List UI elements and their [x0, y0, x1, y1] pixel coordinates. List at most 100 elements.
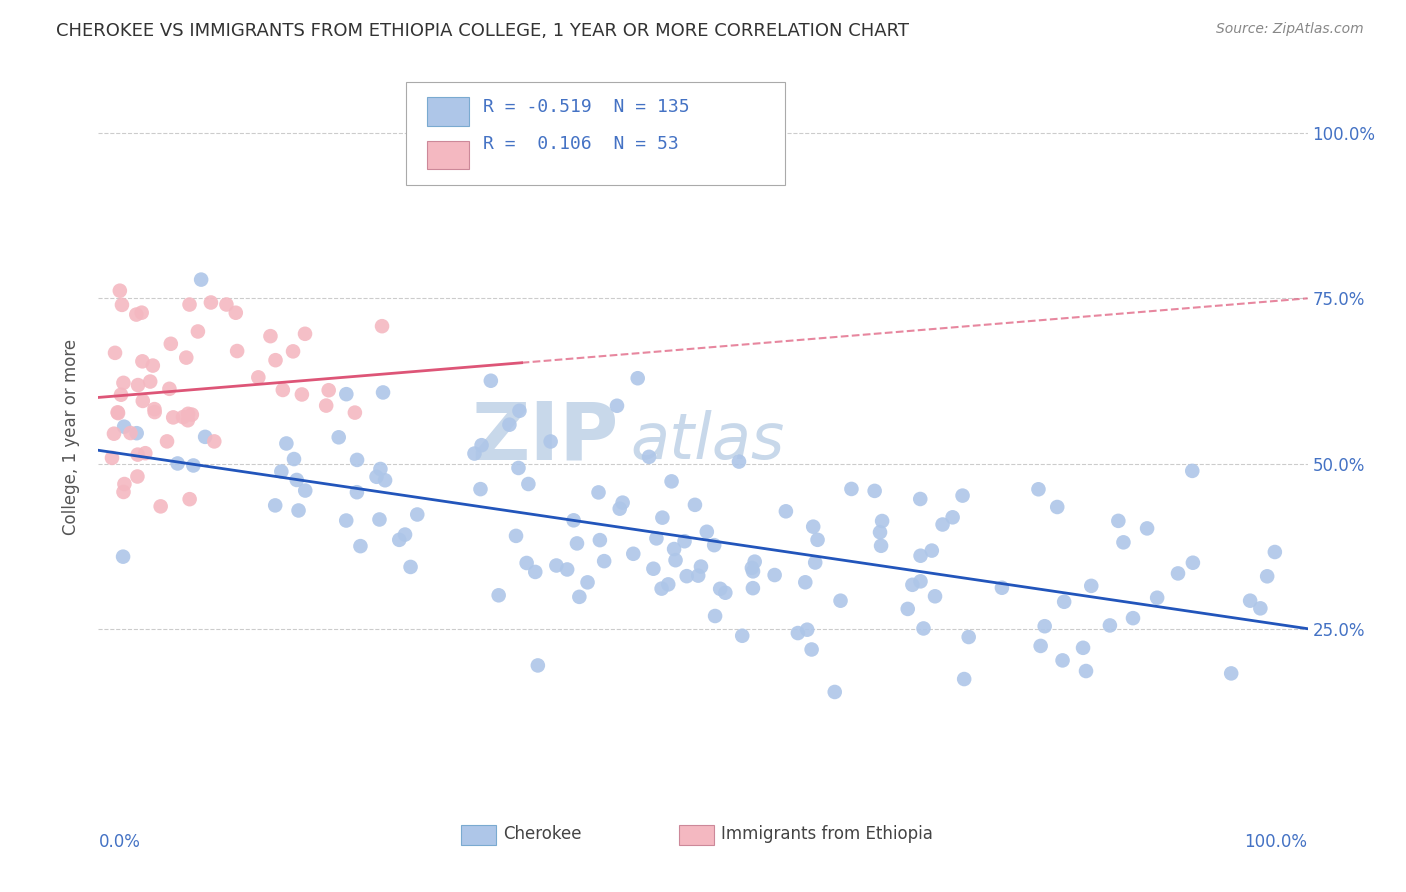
Point — [593, 554, 616, 568]
Point — [953, 672, 976, 686]
Point — [101, 450, 124, 465]
Point — [103, 426, 125, 441]
Point — [921, 543, 943, 558]
Point — [139, 375, 162, 389]
Point — [1249, 601, 1271, 615]
Point — [786, 626, 808, 640]
Point — [271, 383, 294, 397]
Point — [194, 430, 217, 444]
Point — [294, 483, 316, 498]
Point — [107, 406, 129, 420]
Point — [111, 298, 134, 312]
Point — [841, 482, 863, 496]
Point — [508, 461, 530, 475]
Point — [166, 457, 188, 471]
Point — [704, 609, 727, 624]
Point — [174, 351, 197, 365]
Text: 100.0%: 100.0% — [1244, 833, 1308, 851]
Point — [1146, 591, 1168, 605]
Point — [283, 452, 305, 467]
Point — [366, 470, 388, 484]
Point — [540, 434, 562, 449]
Point — [728, 454, 751, 468]
Point — [399, 560, 422, 574]
Point — [112, 485, 135, 500]
Point — [142, 359, 165, 373]
Point — [225, 306, 247, 320]
Point — [1033, 619, 1056, 633]
Point — [709, 582, 731, 596]
Point — [1181, 464, 1204, 478]
Point — [346, 453, 368, 467]
Text: R = -0.519  N = 135: R = -0.519 N = 135 — [484, 98, 690, 116]
Point — [276, 436, 298, 450]
Point — [488, 588, 510, 602]
Text: atlas: atlas — [630, 409, 785, 472]
Point — [388, 533, 411, 547]
Point — [180, 408, 202, 422]
Text: Source: ZipAtlas.com: Source: ZipAtlas.com — [1216, 22, 1364, 37]
Point — [703, 538, 725, 552]
Point — [517, 477, 540, 491]
Point — [924, 589, 946, 603]
Point — [683, 498, 706, 512]
Text: CHEROKEE VS IMMIGRANTS FROM ETHIOPIA COLLEGE, 1 YEAR OR MORE CORRELATION CHART: CHEROKEE VS IMMIGRANTS FROM ETHIOPIA COL… — [56, 22, 910, 40]
Point — [1136, 521, 1159, 535]
Point — [775, 504, 797, 518]
Point — [108, 284, 131, 298]
Point — [527, 658, 550, 673]
Point — [370, 462, 392, 476]
Point — [806, 533, 828, 547]
Point — [1181, 556, 1204, 570]
Point — [463, 446, 485, 460]
Point — [1053, 595, 1076, 609]
Point — [863, 483, 886, 498]
Point — [172, 410, 194, 425]
Point — [957, 630, 980, 644]
Point — [1239, 593, 1261, 607]
Point — [870, 514, 893, 528]
Point — [368, 512, 391, 526]
Point — [731, 629, 754, 643]
Point — [1107, 514, 1129, 528]
Point — [149, 500, 172, 514]
Point — [1028, 483, 1050, 497]
Point — [371, 385, 394, 400]
Point — [645, 532, 668, 546]
Point — [804, 556, 827, 570]
Point — [112, 549, 135, 564]
Point — [127, 378, 149, 392]
Point — [1112, 535, 1135, 549]
Point — [318, 383, 340, 397]
Point — [343, 406, 366, 420]
Point — [264, 353, 287, 368]
Point — [1071, 640, 1094, 655]
Point — [801, 519, 824, 533]
Point — [349, 539, 371, 553]
Point — [1264, 545, 1286, 559]
Point — [1098, 618, 1121, 632]
Point — [657, 577, 679, 591]
Text: Immigrants from Ethiopia: Immigrants from Ethiopia — [721, 825, 932, 843]
Point — [479, 374, 502, 388]
Point — [870, 539, 893, 553]
Text: Cherokee: Cherokee — [503, 825, 582, 843]
Point — [763, 568, 786, 582]
Point — [114, 477, 136, 491]
Point — [179, 297, 201, 311]
Point — [335, 514, 357, 528]
Point — [638, 450, 661, 464]
Point — [125, 308, 148, 322]
Point — [143, 405, 166, 419]
Point — [1220, 666, 1243, 681]
Point — [508, 404, 530, 418]
Point — [830, 593, 852, 607]
Point — [1074, 664, 1097, 678]
Point — [157, 382, 180, 396]
Point — [952, 489, 974, 503]
Point — [259, 329, 281, 343]
Point — [796, 623, 818, 637]
Point — [127, 469, 149, 483]
Point — [714, 585, 737, 599]
Point — [606, 399, 628, 413]
